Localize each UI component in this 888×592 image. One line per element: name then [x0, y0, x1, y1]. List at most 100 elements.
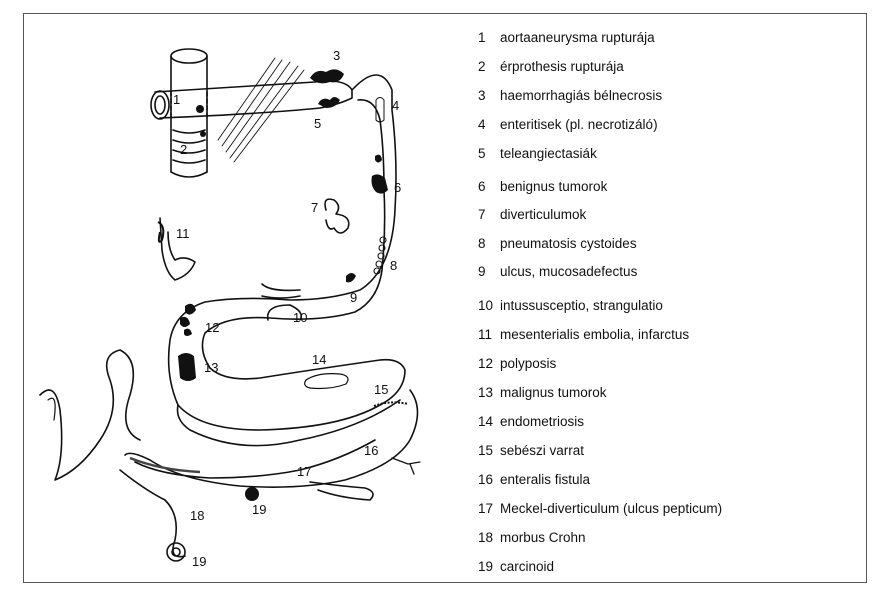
- legend-text: teleangiectasiák: [500, 146, 597, 161]
- diagram-label-18: 18: [190, 508, 204, 523]
- legend-number: 1: [478, 30, 486, 45]
- legend-item: 3 haemorrhagiás bélnecrosis: [478, 88, 662, 108]
- legend-text: intussusceptio, strangulatio: [500, 298, 663, 313]
- legend-item: 13 malignus tumorok: [478, 385, 607, 405]
- suture-line: [373, 401, 409, 407]
- diagram-label-9: 9: [350, 290, 357, 305]
- diagram-label-13: 13: [204, 360, 218, 375]
- diagram-label-4: 4: [392, 98, 399, 113]
- mesenteric-infarct: [157, 221, 165, 243]
- legend-text: carcinoid: [500, 559, 555, 574]
- legend-text: diverticulumok: [500, 207, 587, 222]
- legend-text: endometriosis: [500, 414, 585, 429]
- legend-item: 2 érprothesis rupturája: [478, 59, 624, 79]
- diagram-label-17: 17: [297, 464, 311, 479]
- aorta-vessel: [170, 48, 208, 178]
- legend-item: 8 pneumatosis cystoides: [478, 236, 637, 256]
- legend-number: 13: [478, 385, 494, 400]
- legend-item: 16 enteralis fistula: [478, 472, 590, 492]
- legend-text: polyposis: [500, 356, 557, 371]
- legend-item: 5 teleangiectasiák: [478, 146, 597, 166]
- legend-number: 17: [478, 501, 494, 516]
- diagram-label-12: 12: [205, 320, 219, 335]
- carcinoid-lesion: [245, 487, 259, 501]
- legend-text: aortaaneurysma rupturája: [500, 30, 655, 45]
- diagram-label-10: 10: [293, 310, 307, 325]
- legend-text: haemorrhagiás bélnecrosis: [500, 88, 663, 103]
- legend-item: 1 aortaaneurysma rupturája: [478, 30, 655, 50]
- diagram-label-14: 14: [312, 352, 326, 367]
- legend-text: benignus tumorok: [500, 179, 608, 194]
- benign-tumor: [371, 174, 388, 194]
- legend-number: 18: [478, 530, 494, 545]
- legend-number: 14: [478, 414, 494, 429]
- carcinoid-node: [166, 542, 186, 562]
- legend-number: 12: [478, 356, 494, 371]
- legend-number: 8: [478, 236, 486, 251]
- diagram-label-1: 1: [173, 92, 180, 107]
- endometriosis-lesion: [304, 373, 349, 390]
- intussusception: [261, 283, 301, 299]
- diagram-label-7: 7: [311, 200, 318, 215]
- legend-item: 7 diverticulumok: [478, 207, 586, 227]
- legend-item: 14 endometriosis: [478, 414, 584, 434]
- legend-item: 11 mesenterialis embolia, infarctus: [478, 327, 689, 347]
- polyp-1: [185, 303, 196, 315]
- legend-item: 17 Meckel-diverticulum (ulcus pepticum): [478, 501, 722, 521]
- diagram-label-11: 11: [176, 226, 190, 241]
- legend-text: morbus Crohn: [500, 530, 586, 545]
- diagram-label-19b: 19: [192, 554, 206, 569]
- diagram-label-2: 2: [180, 142, 187, 157]
- teleangiectasia-lesion: [318, 97, 340, 108]
- diagram-label-19a: 19: [252, 502, 266, 517]
- figure-frame: [23, 13, 867, 583]
- legend-item: 6 benignus tumorok: [478, 179, 607, 199]
- enteritis-mark: [375, 97, 385, 123]
- legend-number: 15: [478, 443, 494, 458]
- legend-text: mesenterialis embolia, infarctus: [500, 327, 690, 342]
- mesenteric-branch: [159, 217, 196, 281]
- legend-number: 11: [478, 327, 493, 342]
- malignant-tumor: [178, 353, 196, 381]
- polyp-2: [180, 316, 190, 327]
- legend-item: 10 intussusceptio, strangulatio: [478, 298, 663, 318]
- legend-item: 9 ulcus, mucosadefectus: [478, 264, 637, 284]
- legend-number: 2: [478, 59, 486, 74]
- diagram-label-8: 8: [390, 258, 397, 273]
- legend-text: enteritisek (pl. necrotizáló): [500, 117, 658, 132]
- legend-number: 19: [478, 559, 494, 574]
- legend-text: Meckel-diverticulum (ulcus pepticum): [500, 501, 723, 516]
- lower-bowel: [124, 389, 419, 488]
- legend-item: 18 morbus Crohn: [478, 530, 586, 550]
- legend-text: enteralis fistula: [500, 472, 591, 487]
- prothesis-mark: [200, 131, 206, 137]
- meckel-diverticulum: [309, 481, 374, 501]
- legend-number: 6: [478, 179, 486, 194]
- diagram-label-15: 15: [374, 382, 388, 397]
- diverticulum-sacs: [324, 198, 350, 234]
- legend-number: 5: [478, 146, 486, 161]
- artery-branch: [154, 80, 353, 119]
- legend-item: 15 sebészi varrat: [478, 443, 584, 463]
- legend-item: 19 carcinoid: [478, 559, 554, 579]
- small-lesion-6: [375, 154, 382, 163]
- legend-number: 9: [478, 264, 486, 279]
- legend-text: ulcus, mucosadefectus: [500, 264, 638, 279]
- diagram-label-6: 6: [394, 180, 401, 195]
- diagram-label-5: 5: [314, 116, 321, 131]
- legend-number: 16: [478, 472, 494, 487]
- diagram-label-3: 3: [333, 48, 340, 63]
- artery-opening: [150, 90, 170, 120]
- mesentery-tube: [39, 349, 141, 481]
- necrosis-lesion: [310, 69, 344, 84]
- small-intestine: [167, 74, 406, 431]
- legend-number: 4: [478, 117, 486, 132]
- legend-text: pneumatosis cystoides: [500, 236, 637, 251]
- diagram-label-16: 16: [364, 443, 378, 458]
- polyp-3: [184, 328, 192, 336]
- legend-number: 7: [478, 207, 486, 222]
- ulcer-lesion: [346, 273, 356, 283]
- legend-text: érprothesis rupturája: [500, 59, 624, 74]
- legend-text: sebészi varrat: [500, 443, 585, 458]
